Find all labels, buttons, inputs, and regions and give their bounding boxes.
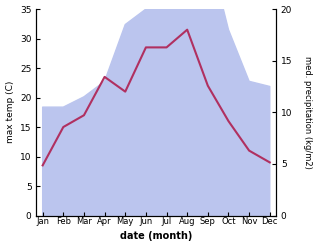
- Y-axis label: med. precipitation (kg/m2): med. precipitation (kg/m2): [303, 56, 313, 169]
- Y-axis label: max temp (C): max temp (C): [5, 81, 15, 144]
- X-axis label: date (month): date (month): [120, 231, 192, 242]
